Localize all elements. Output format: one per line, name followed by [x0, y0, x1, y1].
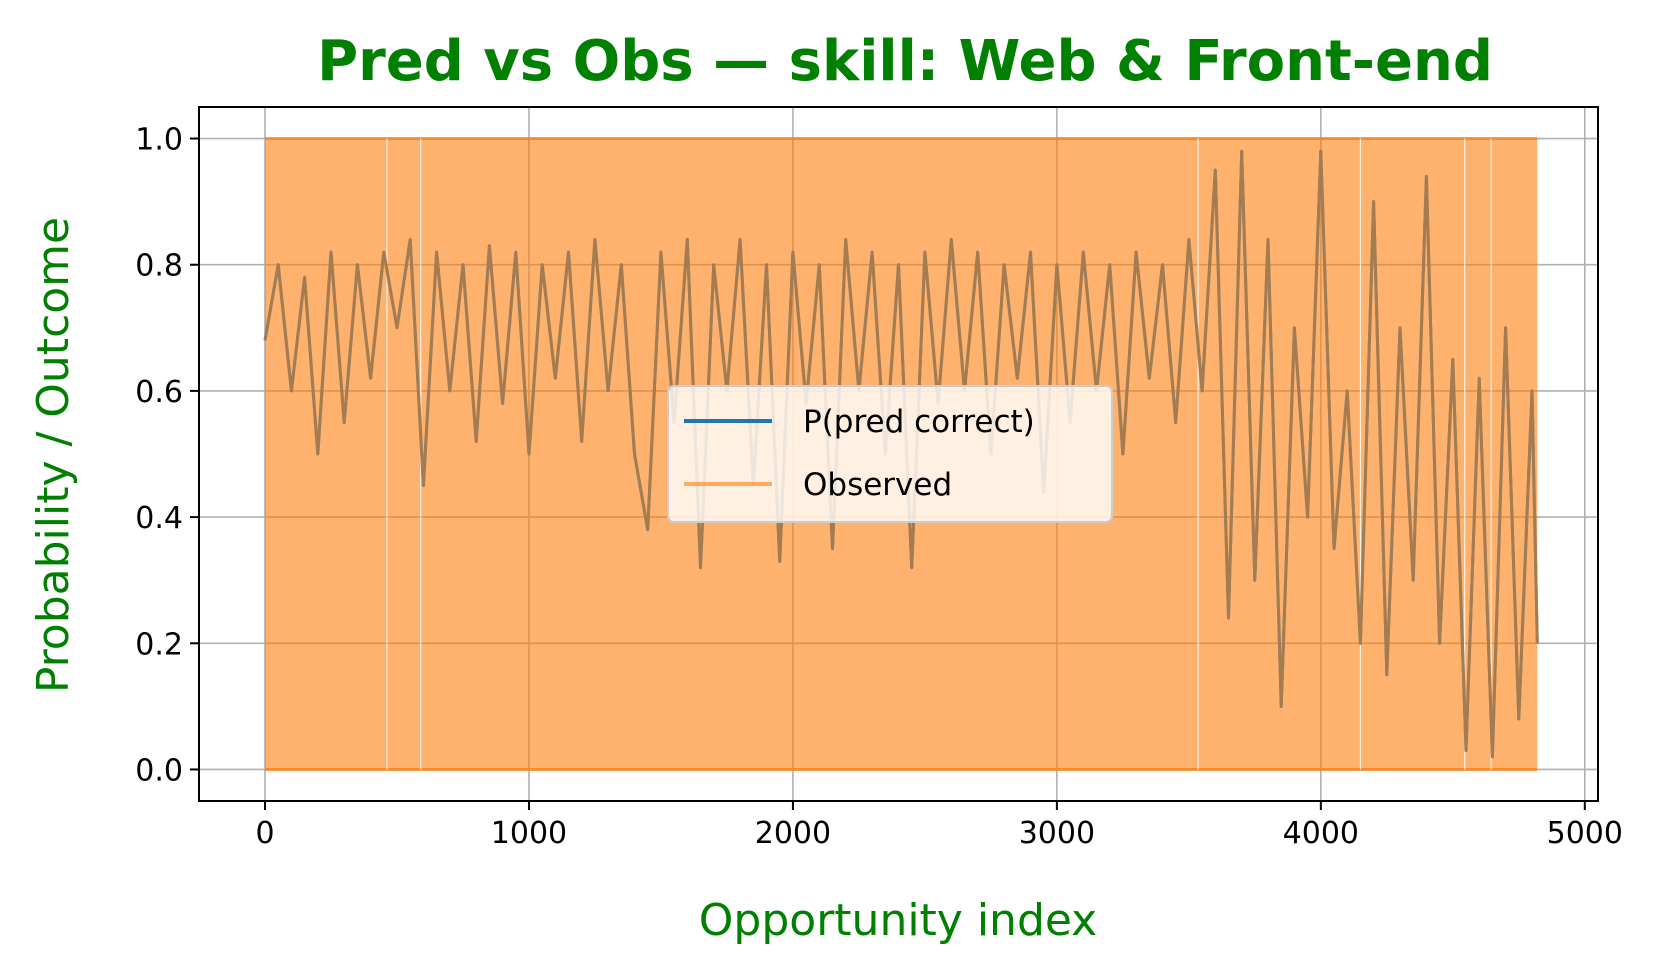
chart-title: Pred vs Obs — skill: Web & Front-end [317, 29, 1493, 94]
legend-box [667, 385, 1113, 523]
x-axis-label: Opportunity index [699, 895, 1097, 946]
x-tick-label: 4000 [1283, 816, 1359, 851]
y-axis-label: Probability / Outcome [28, 217, 79, 693]
x-tick-label: 2000 [755, 816, 831, 851]
y-tick-label: 0.2 [135, 627, 183, 662]
x-tick-label: 3000 [1019, 816, 1095, 851]
y-tick-label: 0.4 [135, 501, 183, 536]
legend-label-observed: Observed [803, 467, 952, 503]
plot-frame [198, 106, 1599, 802]
x-tick-label: 0 [255, 816, 274, 851]
y-tick-label: 0.0 [135, 753, 183, 788]
y-tick-label: 1.0 [135, 123, 183, 158]
legend: P(pred correct) Observed [667, 385, 1113, 523]
legend-label-pred: P(pred correct) [803, 404, 1035, 440]
y-tick-label: 0.8 [135, 249, 183, 284]
x-tick-label: 1000 [491, 816, 567, 851]
y-tick-label: 0.6 [135, 375, 183, 410]
tick-layer: 0 1000 2000 3000 4000 5000 0.0 0.2 0.4 0.6 0.8 1.0 [135, 123, 1623, 851]
x-tick-label: 5000 [1547, 816, 1623, 851]
